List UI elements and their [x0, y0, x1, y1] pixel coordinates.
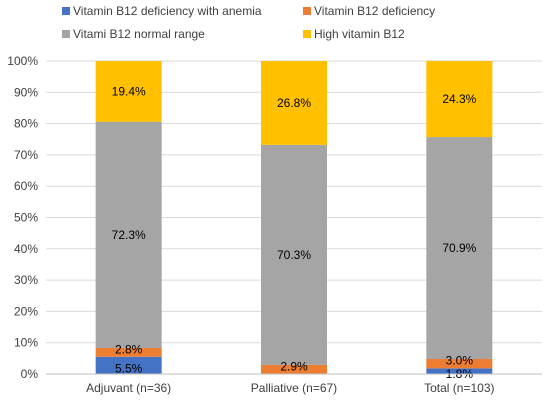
y-tick-label: 100% [7, 54, 38, 68]
legend-swatch [62, 7, 70, 15]
y-tick-label: 20% [14, 304, 38, 318]
x-tick-label: Adjuvant (n=36) [86, 381, 171, 395]
bar-total-segment-1 [426, 358, 493, 369]
legend-swatch [62, 30, 70, 38]
bar-adjuvant-segment-0 [95, 356, 162, 374]
data-label: 2.9% [280, 359, 308, 373]
data-label: 19.4% [112, 84, 146, 98]
bar-adjuvant-segment-2 [95, 121, 162, 349]
bar-total-segment-0 [426, 368, 493, 374]
legend-swatch [303, 30, 311, 38]
y-tick-label: 90% [14, 85, 38, 99]
data-label: 5.5% [115, 361, 143, 375]
legend-label: Vitamin B12 deficiency [314, 4, 435, 18]
legend-label: Vitami B12 normal range [73, 27, 205, 41]
bar-adjuvant-segment-1 [95, 348, 162, 357]
data-label: 2.8% [115, 342, 143, 356]
data-label: 70.9% [442, 241, 476, 255]
legend-swatch [303, 7, 311, 15]
bar-palliative-segment-2 [261, 144, 327, 365]
data-label: 24.3% [442, 92, 476, 106]
y-tick-label: 60% [14, 179, 38, 193]
bar-total-segment-2 [426, 137, 493, 359]
data-label: 3.0% [446, 354, 474, 368]
data-labels: 5.5%2.8%72.3%19.4%2.9%70.3%26.8%1.8%3.0%… [112, 84, 477, 381]
y-tick-label: 30% [14, 273, 38, 287]
legend-label: High vitamin B12 [314, 27, 405, 41]
data-label: 26.8% [277, 96, 311, 110]
bar-adjuvant-segment-3 [95, 61, 162, 122]
y-tick-label: 0% [21, 367, 39, 381]
bars [95, 61, 493, 374]
data-label: 72.3% [112, 228, 146, 242]
data-label: 70.3% [277, 248, 311, 262]
x-tick-label: Palliative (n=67) [251, 381, 337, 395]
y-tick-label: 80% [14, 117, 38, 131]
bar-palliative-segment-3 [261, 61, 327, 145]
legend-label: Vitamin B12 deficiency with anemia [73, 4, 262, 18]
bar-palliative-segment-1 [261, 364, 327, 374]
y-tick-label: 40% [14, 242, 38, 256]
y-tick-label: 10% [14, 336, 38, 350]
legend: Vitamin B12 deficiency with anemia Vitami… [62, 4, 435, 41]
y-tick-label: 50% [14, 211, 38, 225]
x-tick-label: Total (n=103) [424, 381, 494, 395]
y-tick-label: 70% [14, 148, 38, 162]
axes: 0% 10% 20% 30% 40% 50% 60% 70% 80% 90% 100% Adjuvan… [7, 54, 542, 395]
bar-total-segment-3 [426, 61, 493, 138]
